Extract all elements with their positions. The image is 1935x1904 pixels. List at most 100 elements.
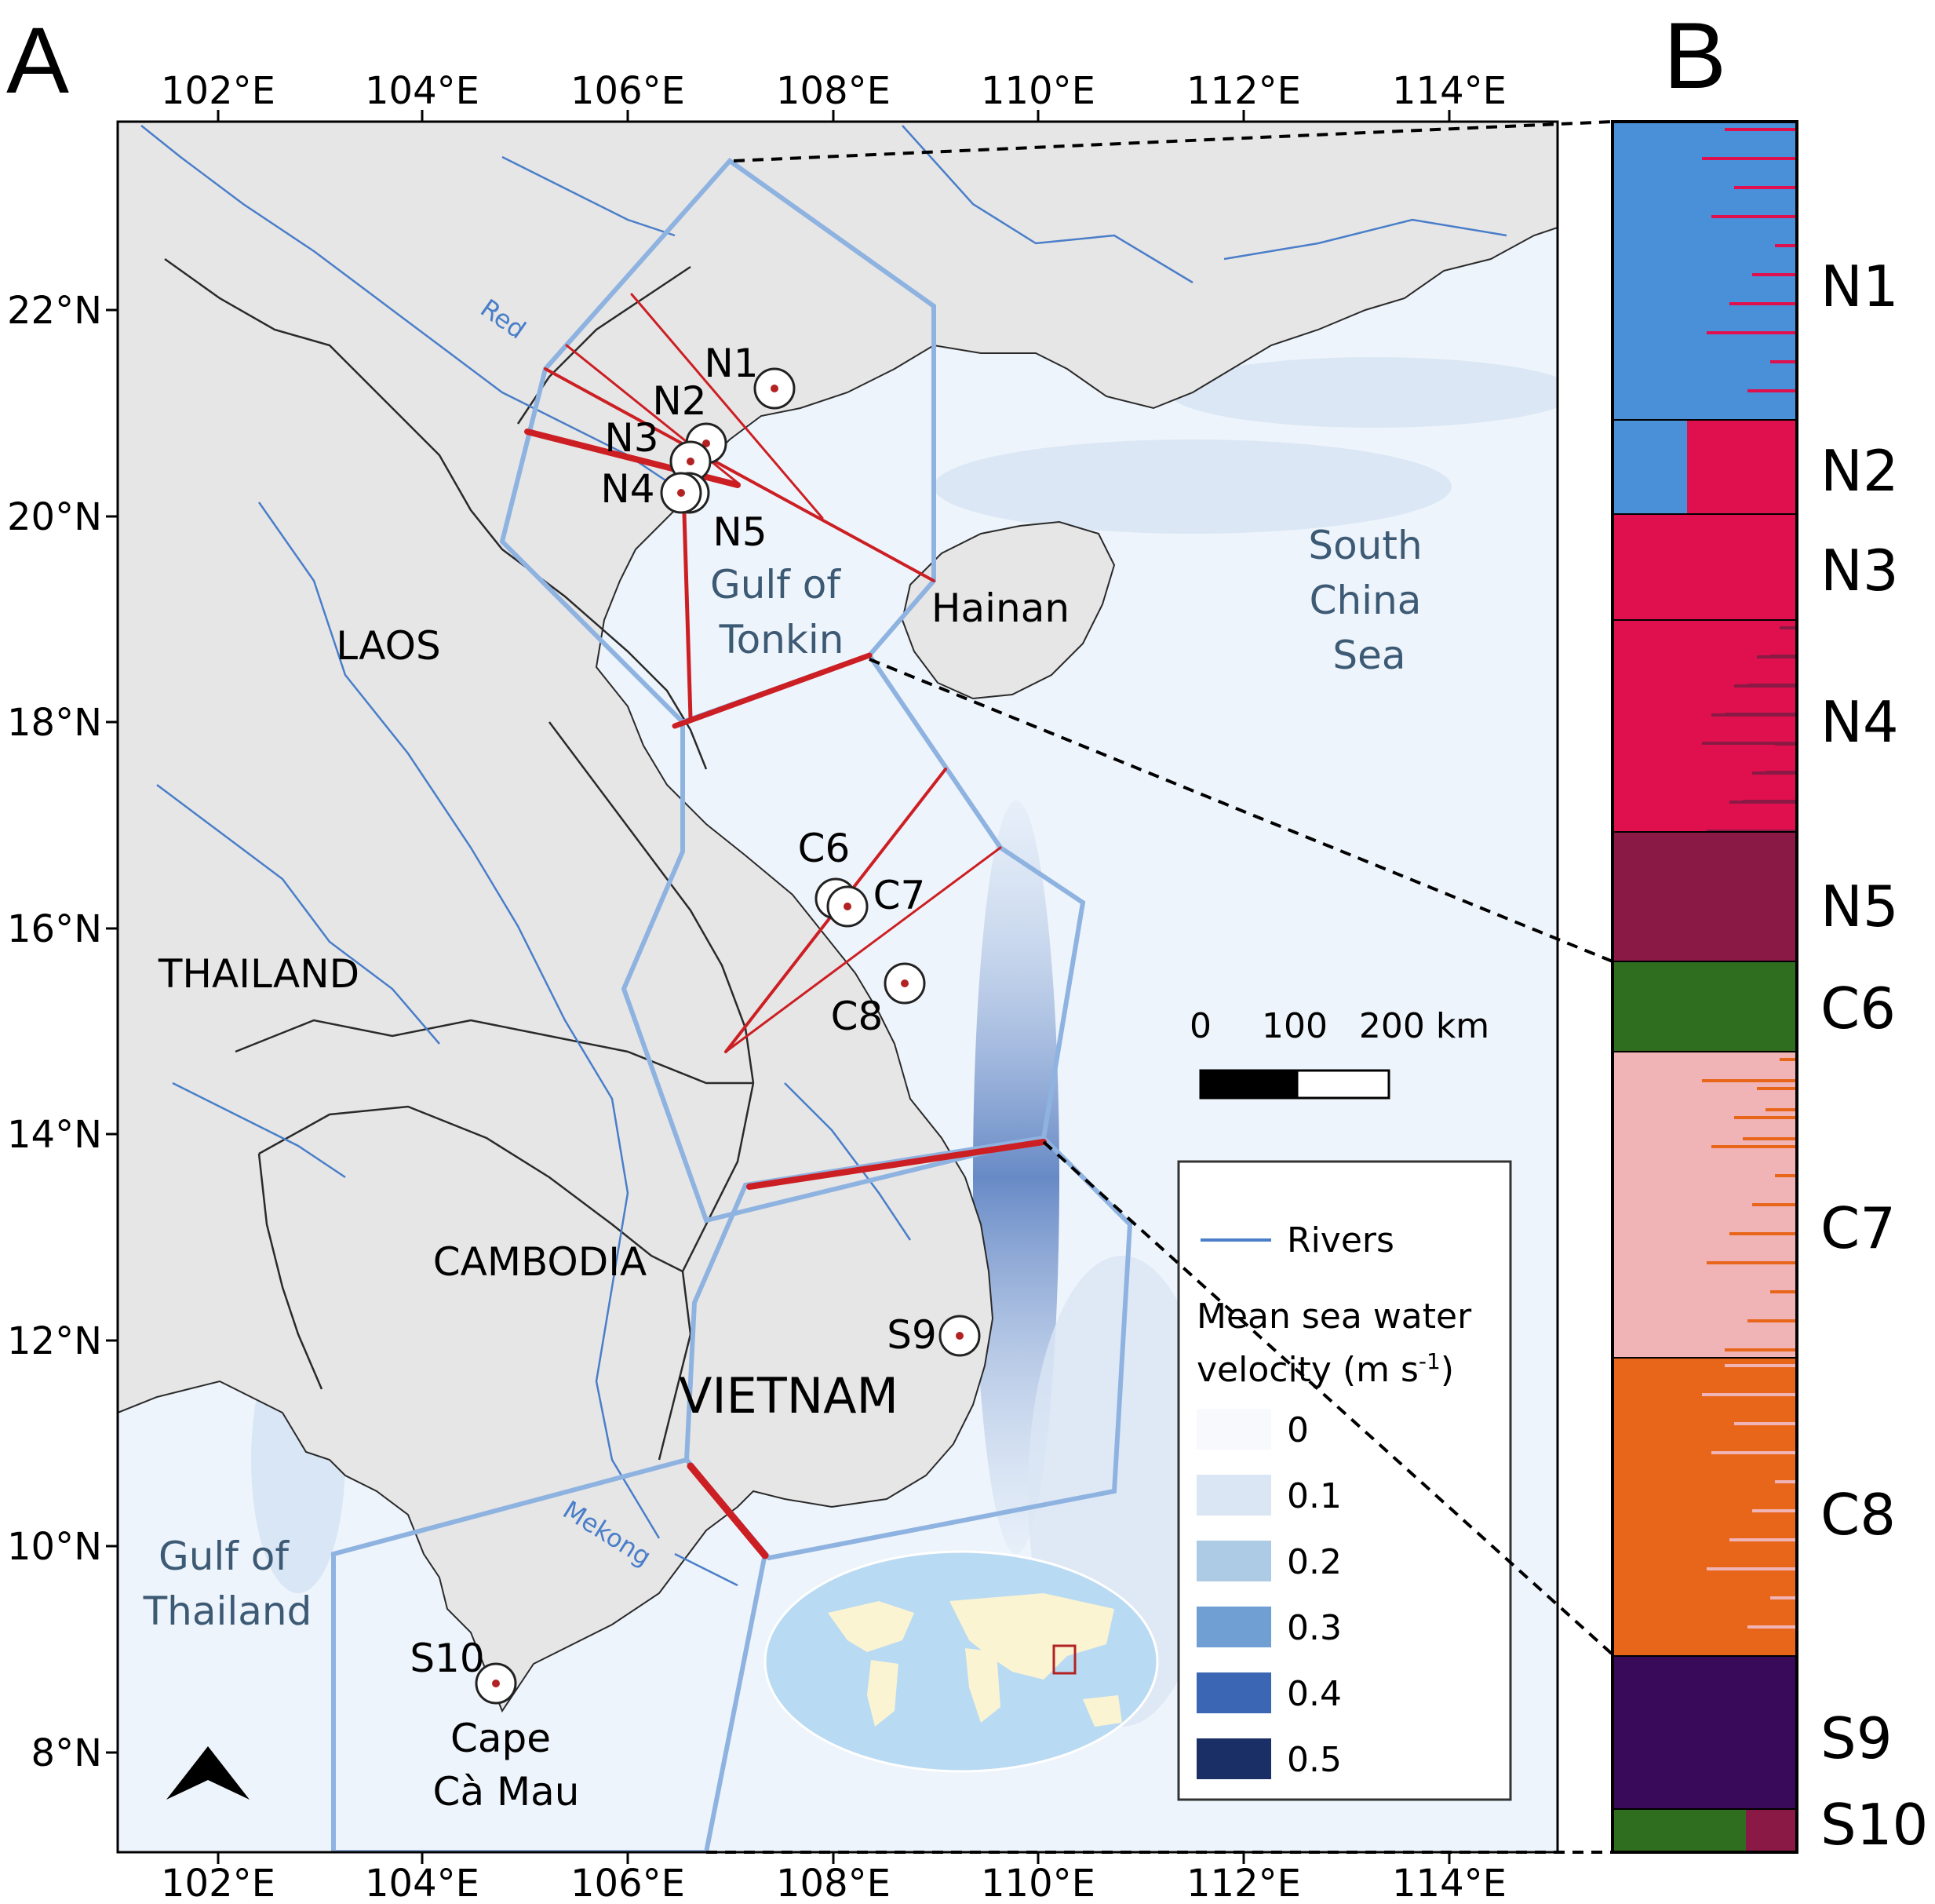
- x-ticks-top: 102°E 104°E 106°E 108°E 110°E 112°E 114°…: [161, 69, 1507, 113]
- x-tick-label: 102°E: [161, 1862, 275, 1904]
- structure-pop-label: N4: [1820, 689, 1899, 755]
- structure-admixture-line: [1743, 215, 1795, 218]
- structure-pop-label: C6: [1820, 976, 1896, 1041]
- x-tick-label: 104°E: [365, 69, 479, 113]
- world-inset: [763, 1550, 1159, 1773]
- cape-label-line2: Cà Mau: [433, 1769, 580, 1815]
- velocity-current: [973, 801, 1059, 1554]
- structure-admixture-line: [1725, 1364, 1795, 1367]
- structure-pop-label: N1: [1820, 254, 1899, 319]
- axis-tick-marks: [106, 110, 1451, 1864]
- south-china-sea-label-line1: South: [1308, 523, 1422, 568]
- structure-admixture-line: [1747, 389, 1795, 392]
- structure-admixture-line: [1702, 742, 1795, 745]
- y-tick-label: 14°N: [7, 1113, 102, 1157]
- x-tick-label: 108°E: [776, 1862, 891, 1904]
- site-label-n2: N2: [652, 378, 706, 424]
- y-tick-label: 20°N: [7, 495, 102, 539]
- x-tick-label: 102°E: [161, 69, 275, 113]
- south-china-sea-label-line2: China: [1310, 578, 1422, 623]
- country-label-laos: LAOS: [336, 623, 440, 669]
- x-tick-label: 112°E: [1186, 1862, 1301, 1904]
- structure-pop-label: C8: [1820, 1482, 1896, 1548]
- legend-swatch: [1197, 1607, 1271, 1647]
- structure-admixture-line: [1766, 771, 1795, 774]
- north-arrow-icon: [166, 1746, 250, 1800]
- x-tick-label: 114°E: [1392, 1862, 1507, 1904]
- legend-velocity-title-line1: Mean sea water: [1197, 1297, 1472, 1337]
- site-label-n4: N4: [600, 466, 654, 512]
- legend-swatch-label: 0.5: [1287, 1740, 1342, 1780]
- legend-swatch-label: 0.4: [1287, 1674, 1342, 1714]
- legend-swatch-label: 0.3: [1287, 1608, 1342, 1648]
- structure-block: [1614, 961, 1795, 1052]
- y-tick-label: 8°N: [31, 1731, 102, 1775]
- structure-admixture-line: [1707, 1567, 1795, 1570]
- structure-admixture-line: [1766, 429, 1795, 432]
- structure-block: [1614, 122, 1795, 420]
- gulf-tonkin-label-line2: Tonkin: [719, 617, 844, 662]
- structure-admixture-line: [1780, 626, 1795, 629]
- panel-a-label: A: [6, 8, 69, 113]
- legend-swatch: [1197, 1541, 1271, 1581]
- scale-label-0: 0: [1190, 1006, 1212, 1046]
- structure-admixture-line: [1770, 360, 1795, 363]
- x-tick-label: 106°E: [570, 69, 685, 113]
- hainan-island: [901, 520, 1116, 700]
- structure-admixture-line: [1702, 487, 1795, 490]
- structure-admixture-line: [1766, 1108, 1795, 1111]
- x-tick-label: 110°E: [981, 69, 1095, 113]
- rivers: [140, 125, 1507, 1587]
- velocity-current: [934, 440, 1452, 534]
- scale-bar: 0 100 200 km: [1190, 1006, 1489, 1100]
- x-tick-label: 108°E: [776, 69, 891, 113]
- legend-swatch: [1197, 1409, 1271, 1450]
- y-ticks: 22°N 20°N 18°N 16°N 14°N 12°N 10°N 8°N: [7, 289, 102, 1775]
- x-tick-label: 112°E: [1186, 69, 1301, 113]
- structure-pop-label: S9: [1820, 1705, 1893, 1771]
- x-tick-label: 104°E: [365, 1862, 479, 1904]
- structure-admixture-line: [1734, 1116, 1795, 1119]
- structure-admixture-line: [1752, 1203, 1795, 1206]
- structure-pop-label: N2: [1820, 438, 1899, 504]
- structure-admixture-line: [1743, 1137, 1795, 1140]
- y-tick-label: 10°N: [7, 1525, 102, 1569]
- south-china-sea-label-line3: Sea: [1332, 633, 1405, 678]
- gulf-thailand-label-line1: Gulf of: [159, 1534, 290, 1579]
- structure-admixture-line: [1747, 1319, 1795, 1322]
- structure-pop-label: C7: [1820, 1195, 1896, 1261]
- structure-admixture-line: [1770, 1290, 1795, 1293]
- structure-plot-frame: [1611, 120, 1798, 1854]
- x-tick-label: 106°E: [570, 1862, 685, 1904]
- structure-admixture-line: [1729, 1538, 1795, 1541]
- structure-admixture-line: [1702, 1079, 1795, 1082]
- site-label-n1: N1: [704, 341, 758, 386]
- structure-admixture-line: [1775, 244, 1795, 247]
- site-label-c7: C7: [873, 873, 926, 918]
- structure-plot: [1614, 121, 1795, 1852]
- site-label-n3: N3: [604, 415, 658, 461]
- hainan-label: Hainan: [931, 585, 1070, 631]
- structure-pop-label: N5: [1820, 874, 1899, 939]
- country-label-cambodia: CAMBODIA: [433, 1239, 647, 1285]
- structure-admixture-line: [1734, 1422, 1795, 1425]
- gulf-tonkin-label-line1: Gulf of: [710, 562, 841, 607]
- legend-swatch: [1197, 1475, 1271, 1516]
- site-label-c8: C8: [831, 994, 884, 1039]
- structure-admixture-line: [1775, 1174, 1795, 1177]
- legend-swatches: 0 0.1 0.2 0.3 0.4 0.5: [1197, 1409, 1342, 1780]
- legend-swatch-label: 0.2: [1287, 1542, 1342, 1582]
- legend: Rivers Mean sea water velocity (m s-1) 0…: [1177, 1160, 1512, 1801]
- scale-label-200: 200 km: [1359, 1006, 1489, 1046]
- inset-location-box: [1052, 1644, 1077, 1675]
- structure-admixture-line: [1775, 1480, 1795, 1483]
- site-label-n5: N5: [712, 509, 767, 555]
- structure-block-part: [1746, 1809, 1795, 1852]
- structure-admixture-line: [1725, 128, 1795, 131]
- structure-admixture-line: [1711, 1145, 1795, 1148]
- legend-swatch: [1197, 1672, 1271, 1713]
- structure-admixture-line: [1770, 1596, 1795, 1599]
- gulf-thailand-label-line2: Thailand: [143, 1588, 312, 1634]
- velocity-current: [1169, 357, 1558, 428]
- structure-admixture-line: [1707, 331, 1795, 334]
